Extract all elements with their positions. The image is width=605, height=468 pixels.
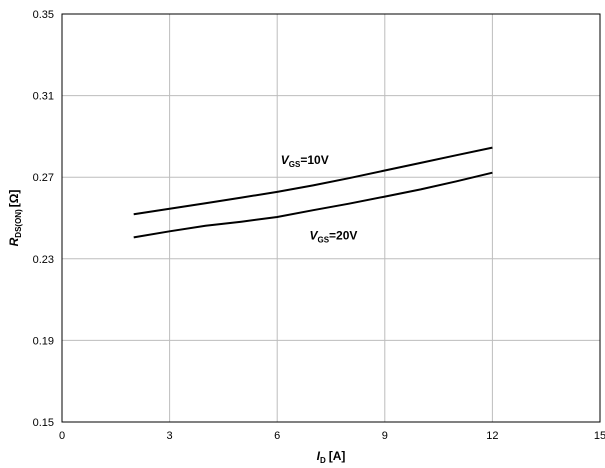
series-label-sub: GS xyxy=(317,235,329,244)
x-tick-label: 6 xyxy=(274,430,280,442)
plot-frame xyxy=(61,13,601,423)
y-tick-label: 0.27 xyxy=(33,172,54,184)
x-axis-title: ID [A] xyxy=(317,449,346,465)
y-tick-label: 0.19 xyxy=(33,335,54,347)
y-axis-title: RDS(ON)[Ω] xyxy=(7,190,23,247)
x-axis-title-sub: D xyxy=(320,456,326,465)
series-label-0: VGS=10V xyxy=(281,153,329,169)
series-label-rest: =10V xyxy=(300,153,328,167)
x-tick-label: 12 xyxy=(486,430,498,442)
x-tick-label: 0 xyxy=(59,430,65,442)
y-tick-label: 0.23 xyxy=(33,254,54,266)
x-axis-title-main: I xyxy=(317,449,321,463)
y-axis-title-main: R xyxy=(7,237,21,246)
x-tick-label: 15 xyxy=(594,430,605,442)
y-axis-title-sub: DS(ON) xyxy=(14,209,23,238)
series-label-rest: =20V xyxy=(329,228,357,242)
x-tick-label: 3 xyxy=(167,430,173,442)
series-label-1: VGS=20V xyxy=(309,228,357,244)
tick-labels: 0 3 6 9 12 15 0.15 0.19 0.23 0.27 0.31 0.35 xyxy=(33,9,605,442)
series-label-main: V xyxy=(281,153,290,167)
y-tick-label: 0.15 xyxy=(33,417,54,429)
grid xyxy=(62,14,600,422)
y-tick-label: 0.31 xyxy=(33,91,54,103)
series-label-main: V xyxy=(309,228,318,242)
y-axis-title-unit: [Ω] xyxy=(7,190,21,208)
series-line-1 xyxy=(133,171,493,239)
y-tick-label: 0.35 xyxy=(33,9,54,21)
x-axis-title-unit: [A] xyxy=(329,449,346,463)
series-label-sub: GS xyxy=(289,160,301,169)
x-tick-label: 9 xyxy=(382,430,388,442)
series-line-0 xyxy=(133,146,493,216)
